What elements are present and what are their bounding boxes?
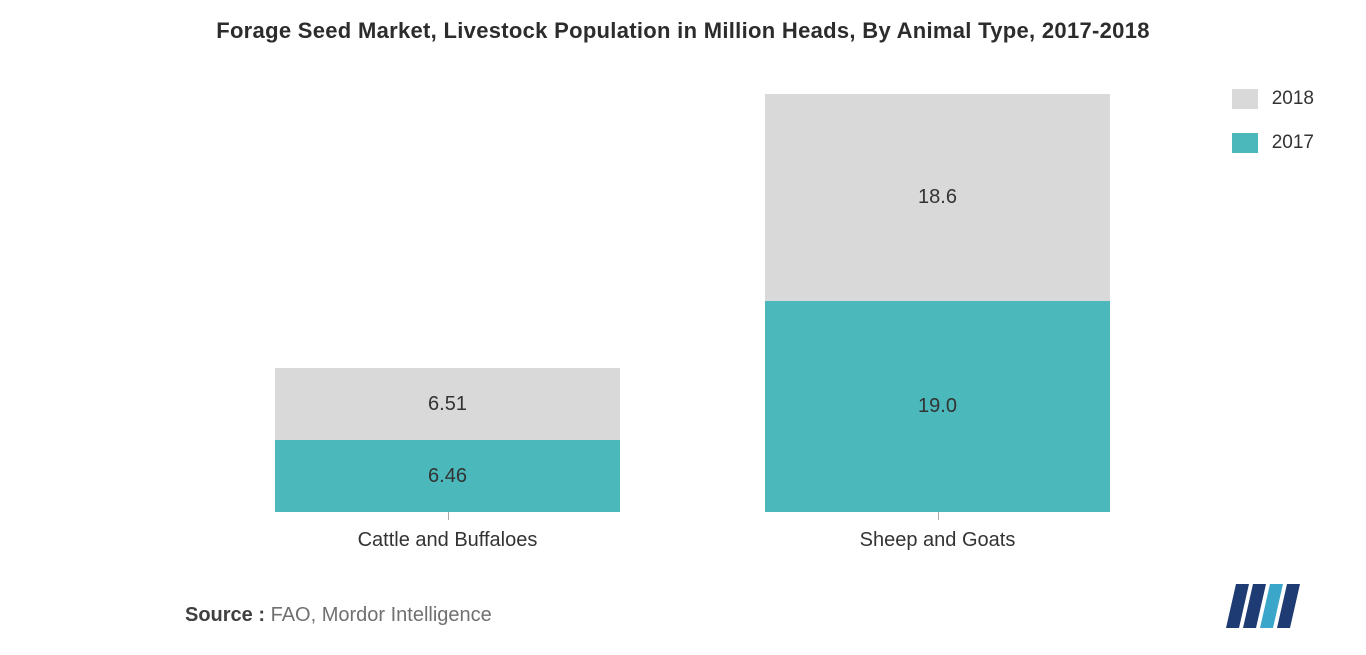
bar-segment-2017: 19.0: [765, 301, 1110, 512]
source-prefix: Source :: [185, 604, 271, 626]
legend-item-2018: 2018: [1232, 88, 1314, 110]
source-text: FAO, Mordor Intelligence: [271, 604, 492, 626]
x-category-label: Cattle and Buffaloes: [358, 529, 538, 552]
legend: 2018 2017: [1232, 88, 1314, 176]
legend-label: 2017: [1272, 132, 1314, 154]
legend-item-2017: 2017: [1232, 132, 1314, 154]
mordor-logo-icon: [1226, 584, 1306, 637]
x-category-label: Sheep and Goats: [860, 529, 1016, 552]
bar-value-label: 18.6: [918, 186, 957, 209]
bar-segment-2018: 18.6: [765, 94, 1110, 301]
legend-swatch: [1232, 133, 1258, 153]
bar-value-label: 6.51: [428, 393, 467, 416]
bar-group-sheep: 18.6 19.0: [765, 94, 1110, 512]
x-tick: [938, 512, 939, 520]
x-tick: [448, 512, 449, 520]
plot-area: 6.51 6.46 Cattle and Buffaloes 18.6 19.0…: [145, 90, 1110, 560]
bar-value-label: 19.0: [918, 395, 957, 418]
legend-swatch: [1232, 89, 1258, 109]
chart-title: Forage Seed Market, Livestock Population…: [0, 18, 1366, 44]
bar-segment-2017: 6.46: [275, 440, 620, 512]
bar-group-cattle: 6.51 6.46: [275, 368, 620, 512]
bar-segment-2018: 6.51: [275, 368, 620, 440]
legend-label: 2018: [1272, 88, 1314, 110]
source-line: Source : FAO, Mordor Intelligence: [185, 604, 492, 627]
chart-container: Forage Seed Market, Livestock Population…: [0, 0, 1366, 655]
bar-value-label: 6.46: [428, 465, 467, 488]
